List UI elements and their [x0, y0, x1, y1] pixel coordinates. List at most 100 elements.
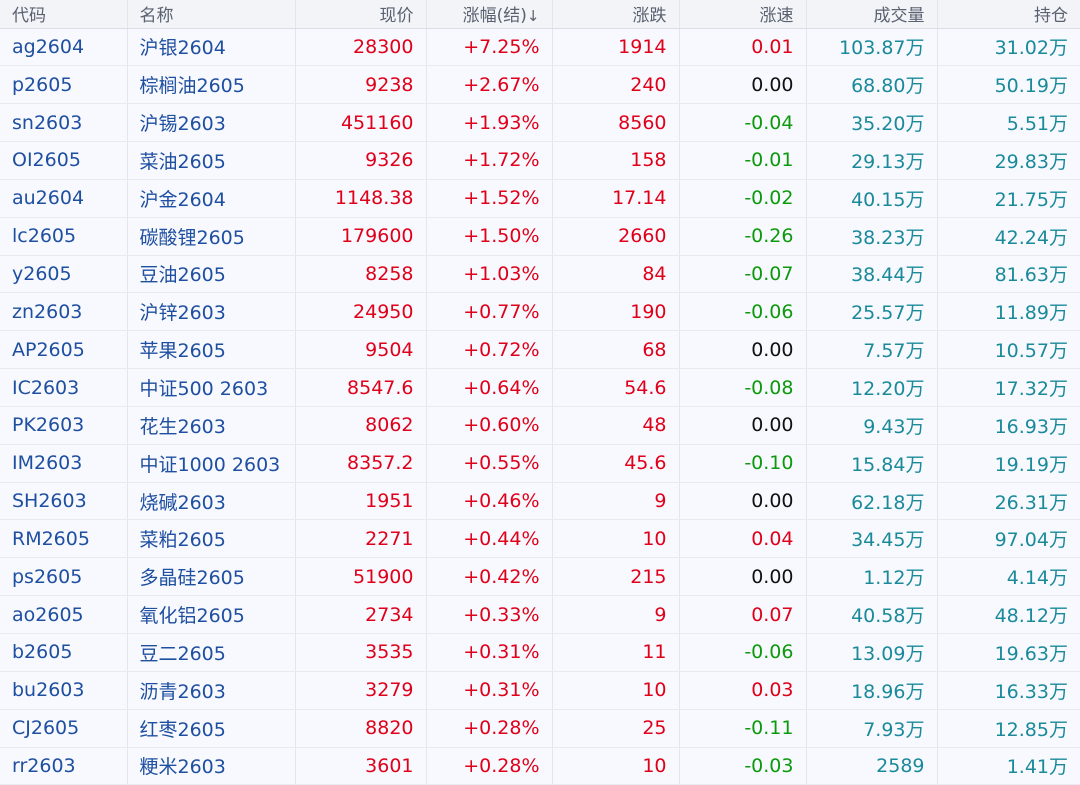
table-row[interactable]: p2605 棕榈油2605 9238 +2.67% 240 0.00 68.80万 50.19… — [0, 65, 1080, 105]
table-row[interactable]: RM2605 菜粕2605 2271 +0.44% 10 0.04 34.45万 97.04万 — [0, 519, 1080, 559]
cell-open-interest: 81.63万 — [937, 255, 1080, 294]
cell-price: 8547.6 — [295, 368, 427, 407]
cell-open-interest: 10.57万 — [937, 330, 1080, 370]
cell-volume: 62.18万 — [806, 482, 938, 521]
cell-code: p2605 — [0, 65, 128, 105]
cell-change-pct: +0.28% — [426, 709, 553, 748]
table-row[interactable]: IC2603 中证500 2603 8547.6 +0.64% 54.6 -0.08 12.… — [0, 368, 1080, 407]
col-header-name[interactable]: 名称 — [127, 0, 296, 29]
cell-price: 1951 — [295, 482, 427, 521]
cell-code: au2604 — [0, 179, 128, 218]
col-header-change-pct[interactable]: 涨幅(结)↓ — [426, 0, 553, 29]
cell-change: 10 — [552, 519, 680, 559]
cell-price: 8820 — [295, 709, 427, 748]
cell-volume: 12.20万 — [806, 368, 938, 407]
table-row[interactable]: OI2605 菜油2605 9326 +1.72% 158 -0.01 29.13万 29.8… — [0, 141, 1080, 180]
cell-change: 2660 — [552, 217, 680, 256]
col-header-change[interactable]: 涨跌 — [552, 0, 680, 29]
table-row[interactable]: SH2603 烧碱2603 1951 +0.46% 9 0.00 62.18万 26.31万 — [0, 482, 1080, 521]
col-header-speed[interactable]: 涨速 — [679, 0, 807, 29]
cell-open-interest: 17.32万 — [937, 368, 1080, 407]
cell-open-interest: 48.12万 — [937, 595, 1080, 634]
cell-name: 红枣2605 — [127, 709, 296, 748]
cell-change-pct: +0.42% — [426, 557, 553, 597]
table-row[interactable]: lc2605 碳酸锂2605 179600 +1.50% 2660 -0.26 38.23万… — [0, 217, 1080, 256]
cell-open-interest: 19.19万 — [937, 444, 1080, 483]
col-header-volume[interactable]: 成交量 — [806, 0, 938, 29]
cell-name: 豆二2605 — [127, 633, 296, 672]
table-header-row: 代码 名称 现价 涨幅(结)↓ 涨跌 涨速 成交量 持仓 — [0, 0, 1080, 29]
cell-price: 451160 — [295, 103, 427, 143]
cell-change-pct: +1.50% — [426, 217, 553, 256]
cell-code: b2605 — [0, 633, 128, 672]
cell-change-pct: +1.93% — [426, 103, 553, 143]
cell-change-pct: +2.67% — [426, 65, 553, 105]
cell-change: 68 — [552, 330, 680, 370]
cell-speed: 0.04 — [679, 519, 807, 559]
col-header-price[interactable]: 现价 — [295, 0, 427, 29]
cell-code: rr2603 — [0, 747, 128, 785]
cell-code: PK2603 — [0, 406, 128, 445]
cell-change: 240 — [552, 65, 680, 105]
cell-change-pct: +0.77% — [426, 292, 553, 332]
cell-speed: 0.00 — [679, 330, 807, 370]
table-row[interactable]: AP2605 苹果2605 9504 +0.72% 68 0.00 7.57万 10.57万 — [0, 330, 1080, 370]
cell-speed: -0.11 — [679, 709, 807, 748]
table-row[interactable]: sn2603 沪锡2603 451160 +1.93% 8560 -0.04 35.20万 5… — [0, 103, 1080, 143]
table-row[interactable]: zn2603 沪锌2603 24950 +0.77% 190 -0.06 25.57万 11.… — [0, 292, 1080, 332]
cell-open-interest: 12.85万 — [937, 709, 1080, 748]
cell-change: 17.14 — [552, 179, 680, 218]
table-row[interactable]: bu2603 沥青2603 3279 +0.31% 10 0.03 18.96万 16.33万 — [0, 671, 1080, 710]
cell-price: 8357.2 — [295, 444, 427, 483]
cell-volume: 2589 — [806, 747, 938, 785]
col-header-open-interest[interactable]: 持仓 — [937, 0, 1080, 29]
table-row[interactable]: ao2605 氧化铝2605 2734 +0.33% 9 0.07 40.58万 48.12万 — [0, 595, 1080, 634]
cell-change: 11 — [552, 633, 680, 672]
cell-speed: -0.06 — [679, 633, 807, 672]
cell-price: 51900 — [295, 557, 427, 597]
cell-name: 氧化铝2605 — [127, 595, 296, 634]
cell-volume: 7.57万 — [806, 330, 938, 370]
cell-price: 9504 — [295, 330, 427, 370]
cell-price: 9326 — [295, 141, 427, 180]
cell-open-interest: 16.33万 — [937, 671, 1080, 710]
table-row[interactable]: ps2605 多晶硅2605 51900 +0.42% 215 0.00 1.12万 4.14… — [0, 557, 1080, 597]
cell-change: 190 — [552, 292, 680, 332]
table-row[interactable]: CJ2605 红枣2605 8820 +0.28% 25 -0.11 7.93万 12.85万 — [0, 709, 1080, 748]
cell-speed: 0.03 — [679, 671, 807, 710]
table-row[interactable]: ag2604 沪银2604 28300 +7.25% 1914 0.01 103.87万 31… — [0, 28, 1080, 67]
cell-price: 3601 — [295, 747, 427, 785]
cell-code: zn2603 — [0, 292, 128, 332]
table-row[interactable]: PK2603 花生2603 8062 +0.60% 48 0.00 9.43万 16.93万 — [0, 406, 1080, 445]
cell-name: 多晶硅2605 — [127, 557, 296, 597]
cell-change: 84 — [552, 255, 680, 294]
cell-change-pct: +0.28% — [426, 747, 553, 785]
cell-change: 45.6 — [552, 444, 680, 483]
cell-volume: 38.23万 — [806, 217, 938, 256]
cell-speed: -0.01 — [679, 141, 807, 180]
cell-price: 179600 — [295, 217, 427, 256]
cell-volume: 68.80万 — [806, 65, 938, 105]
cell-change: 9 — [552, 482, 680, 521]
table-row[interactable]: rr2603 粳米2603 3601 +0.28% 10 -0.03 2589 1.41万 — [0, 747, 1080, 785]
cell-name: 中证1000 2603 — [127, 444, 296, 483]
cell-open-interest: 42.24万 — [937, 217, 1080, 256]
table-row[interactable]: b2605 豆二2605 3535 +0.31% 11 -0.06 13.09万 19.63万 — [0, 633, 1080, 672]
cell-code: RM2605 — [0, 519, 128, 559]
table-row[interactable]: au2604 沪金2604 1148.38 +1.52% 17.14 -0.02 40.15… — [0, 179, 1080, 218]
cell-volume: 29.13万 — [806, 141, 938, 180]
col-header-code[interactable]: 代码 — [0, 0, 128, 29]
cell-speed: -0.06 — [679, 292, 807, 332]
cell-change-pct: +0.44% — [426, 519, 553, 559]
table-row[interactable]: y2605 豆油2605 8258 +1.03% 84 -0.07 38.44万 81.63万 — [0, 255, 1080, 294]
table-row[interactable]: IM2603 中证1000 2603 8357.2 +0.55% 45.6 -0.10 15… — [0, 444, 1080, 483]
cell-name: 中证500 2603 — [127, 368, 296, 407]
cell-volume: 103.87万 — [806, 28, 938, 67]
cell-name: 沪锡2603 — [127, 103, 296, 143]
cell-name: 烧碱2603 — [127, 482, 296, 521]
cell-name: 碳酸锂2605 — [127, 217, 296, 256]
cell-change: 158 — [552, 141, 680, 180]
cell-speed: -0.10 — [679, 444, 807, 483]
cell-name: 苹果2605 — [127, 330, 296, 370]
